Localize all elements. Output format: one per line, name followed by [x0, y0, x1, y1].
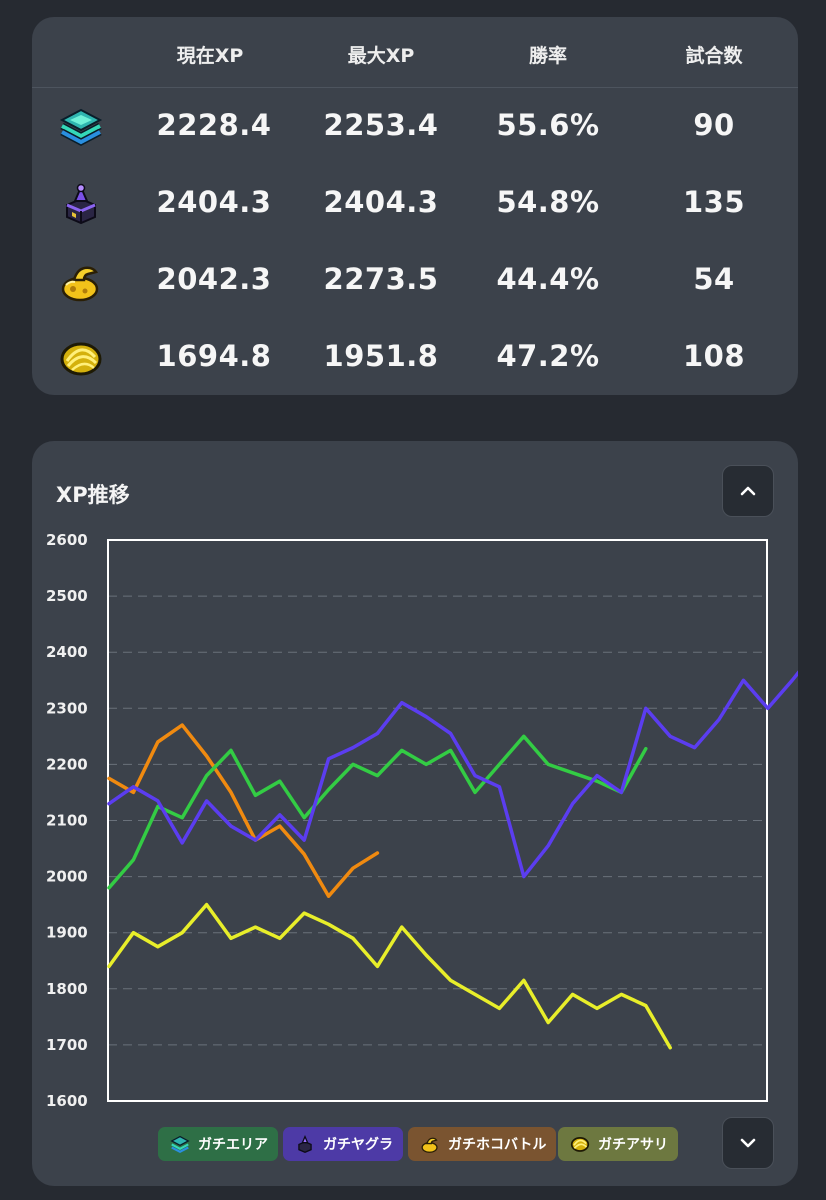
max-xp-value: 2404.3	[323, 185, 439, 219]
chevron-up-icon	[740, 486, 756, 496]
legend-item-clam[interactable]: ガチアサリ	[558, 1127, 678, 1161]
legend-label: ガチホコバトル	[448, 1137, 547, 1153]
y-axis-ticks: 1600 1700 1800 1900 2000 2100 2200 2300 2400 2500…	[46, 531, 88, 1110]
xp-history-card: XP推移 1600 1700 1800 1900 2000 2100 2200 2300 240…	[32, 441, 798, 1186]
col-win-rate: 勝率	[528, 45, 567, 67]
y-tick-label: 2200	[46, 755, 88, 773]
col-matches: 試合数	[685, 45, 743, 67]
series-line-area	[107, 734, 648, 890]
series-line-tower	[107, 670, 798, 879]
matches-value: 54	[693, 262, 735, 296]
col-max-xp: 最大XP	[347, 45, 415, 67]
y-tick-label: 2600	[46, 531, 88, 549]
stats-row-clam: 1694.8 1951.8 47.2% 108	[32, 319, 798, 396]
matches-value: 135	[682, 185, 746, 219]
legend-item-area[interactable]: ガチエリア	[158, 1127, 278, 1161]
matches-value: 108	[682, 339, 746, 373]
tower-icon	[298, 1134, 312, 1153]
collapse-button[interactable]	[722, 465, 774, 517]
win-rate-value: 47.2%	[496, 339, 600, 373]
series-line-clam	[107, 902, 672, 1050]
stats-row-rainmaker: 2042.3 2273.5 44.4% 54	[32, 242, 798, 319]
legend-item-rainmaker[interactable]: ガチホコバトル	[408, 1127, 557, 1161]
current-xp-value: 2404.3	[156, 185, 272, 219]
max-xp-value: 2273.5	[323, 262, 439, 296]
plot-frame	[107, 539, 768, 1102]
current-xp-value: 2042.3	[156, 262, 272, 296]
y-tick-label: 1800	[46, 980, 88, 998]
legend-label: ガチアサリ	[598, 1137, 668, 1153]
legend-item-tower[interactable]: ガチヤグラ	[283, 1127, 403, 1161]
win-rate-value: 55.6%	[496, 108, 600, 142]
y-tick-label: 2100	[46, 812, 88, 830]
xp-stats-card: 現在XP 最大XP 勝率 試合数 2228.4 2253.4 55.6% 90 …	[32, 17, 798, 395]
max-xp-value: 1951.8	[323, 339, 439, 373]
y-tick-label: 1900	[46, 924, 88, 942]
rainmaker-icon	[421, 1137, 438, 1153]
matches-value: 90	[693, 108, 735, 142]
y-tick-label: 2500	[46, 587, 88, 605]
chart-grid	[108, 595, 767, 1046]
legend-label: ガチエリア	[198, 1137, 268, 1153]
y-tick-label: 2000	[46, 868, 88, 886]
rainmaker-icon	[61, 266, 99, 302]
y-tick-label: 2400	[46, 643, 88, 661]
stats-header: 現在XP 最大XP 勝率 試合数	[32, 17, 798, 88]
legend-label: ガチヤグラ	[323, 1137, 393, 1153]
current-xp-value: 1694.8	[156, 339, 272, 373]
win-rate-value: 54.8%	[496, 185, 600, 219]
clam-icon	[570, 1137, 590, 1152]
area-icon	[170, 1135, 190, 1154]
xp-line-chart: 1600 1700 1800 1900 2000 2100 2200 2300 2400 2500…	[46, 531, 798, 1110]
current-xp-value: 2228.4	[156, 108, 272, 142]
area-icon	[59, 108, 103, 146]
chart-series	[107, 670, 798, 1050]
chevron-down-icon	[740, 1138, 756, 1148]
clam-icon	[60, 342, 102, 376]
chart-title: XP推移	[56, 483, 130, 507]
expand-button[interactable]	[722, 1117, 774, 1169]
series-line-rainmaker	[107, 723, 380, 898]
stats-row-area: 2228.4 2253.4 55.6% 90	[32, 88, 798, 165]
stats-row-tower: 2404.3 2404.3 54.8% 135	[32, 165, 798, 242]
tower-icon	[66, 183, 96, 225]
max-xp-value: 2253.4	[323, 108, 439, 142]
col-current-xp: 現在XP	[176, 45, 244, 67]
y-tick-label: 1700	[46, 1036, 88, 1054]
y-tick-label: 2300	[46, 699, 88, 717]
win-rate-value: 44.4%	[496, 262, 600, 296]
y-tick-label: 1600	[46, 1092, 88, 1110]
